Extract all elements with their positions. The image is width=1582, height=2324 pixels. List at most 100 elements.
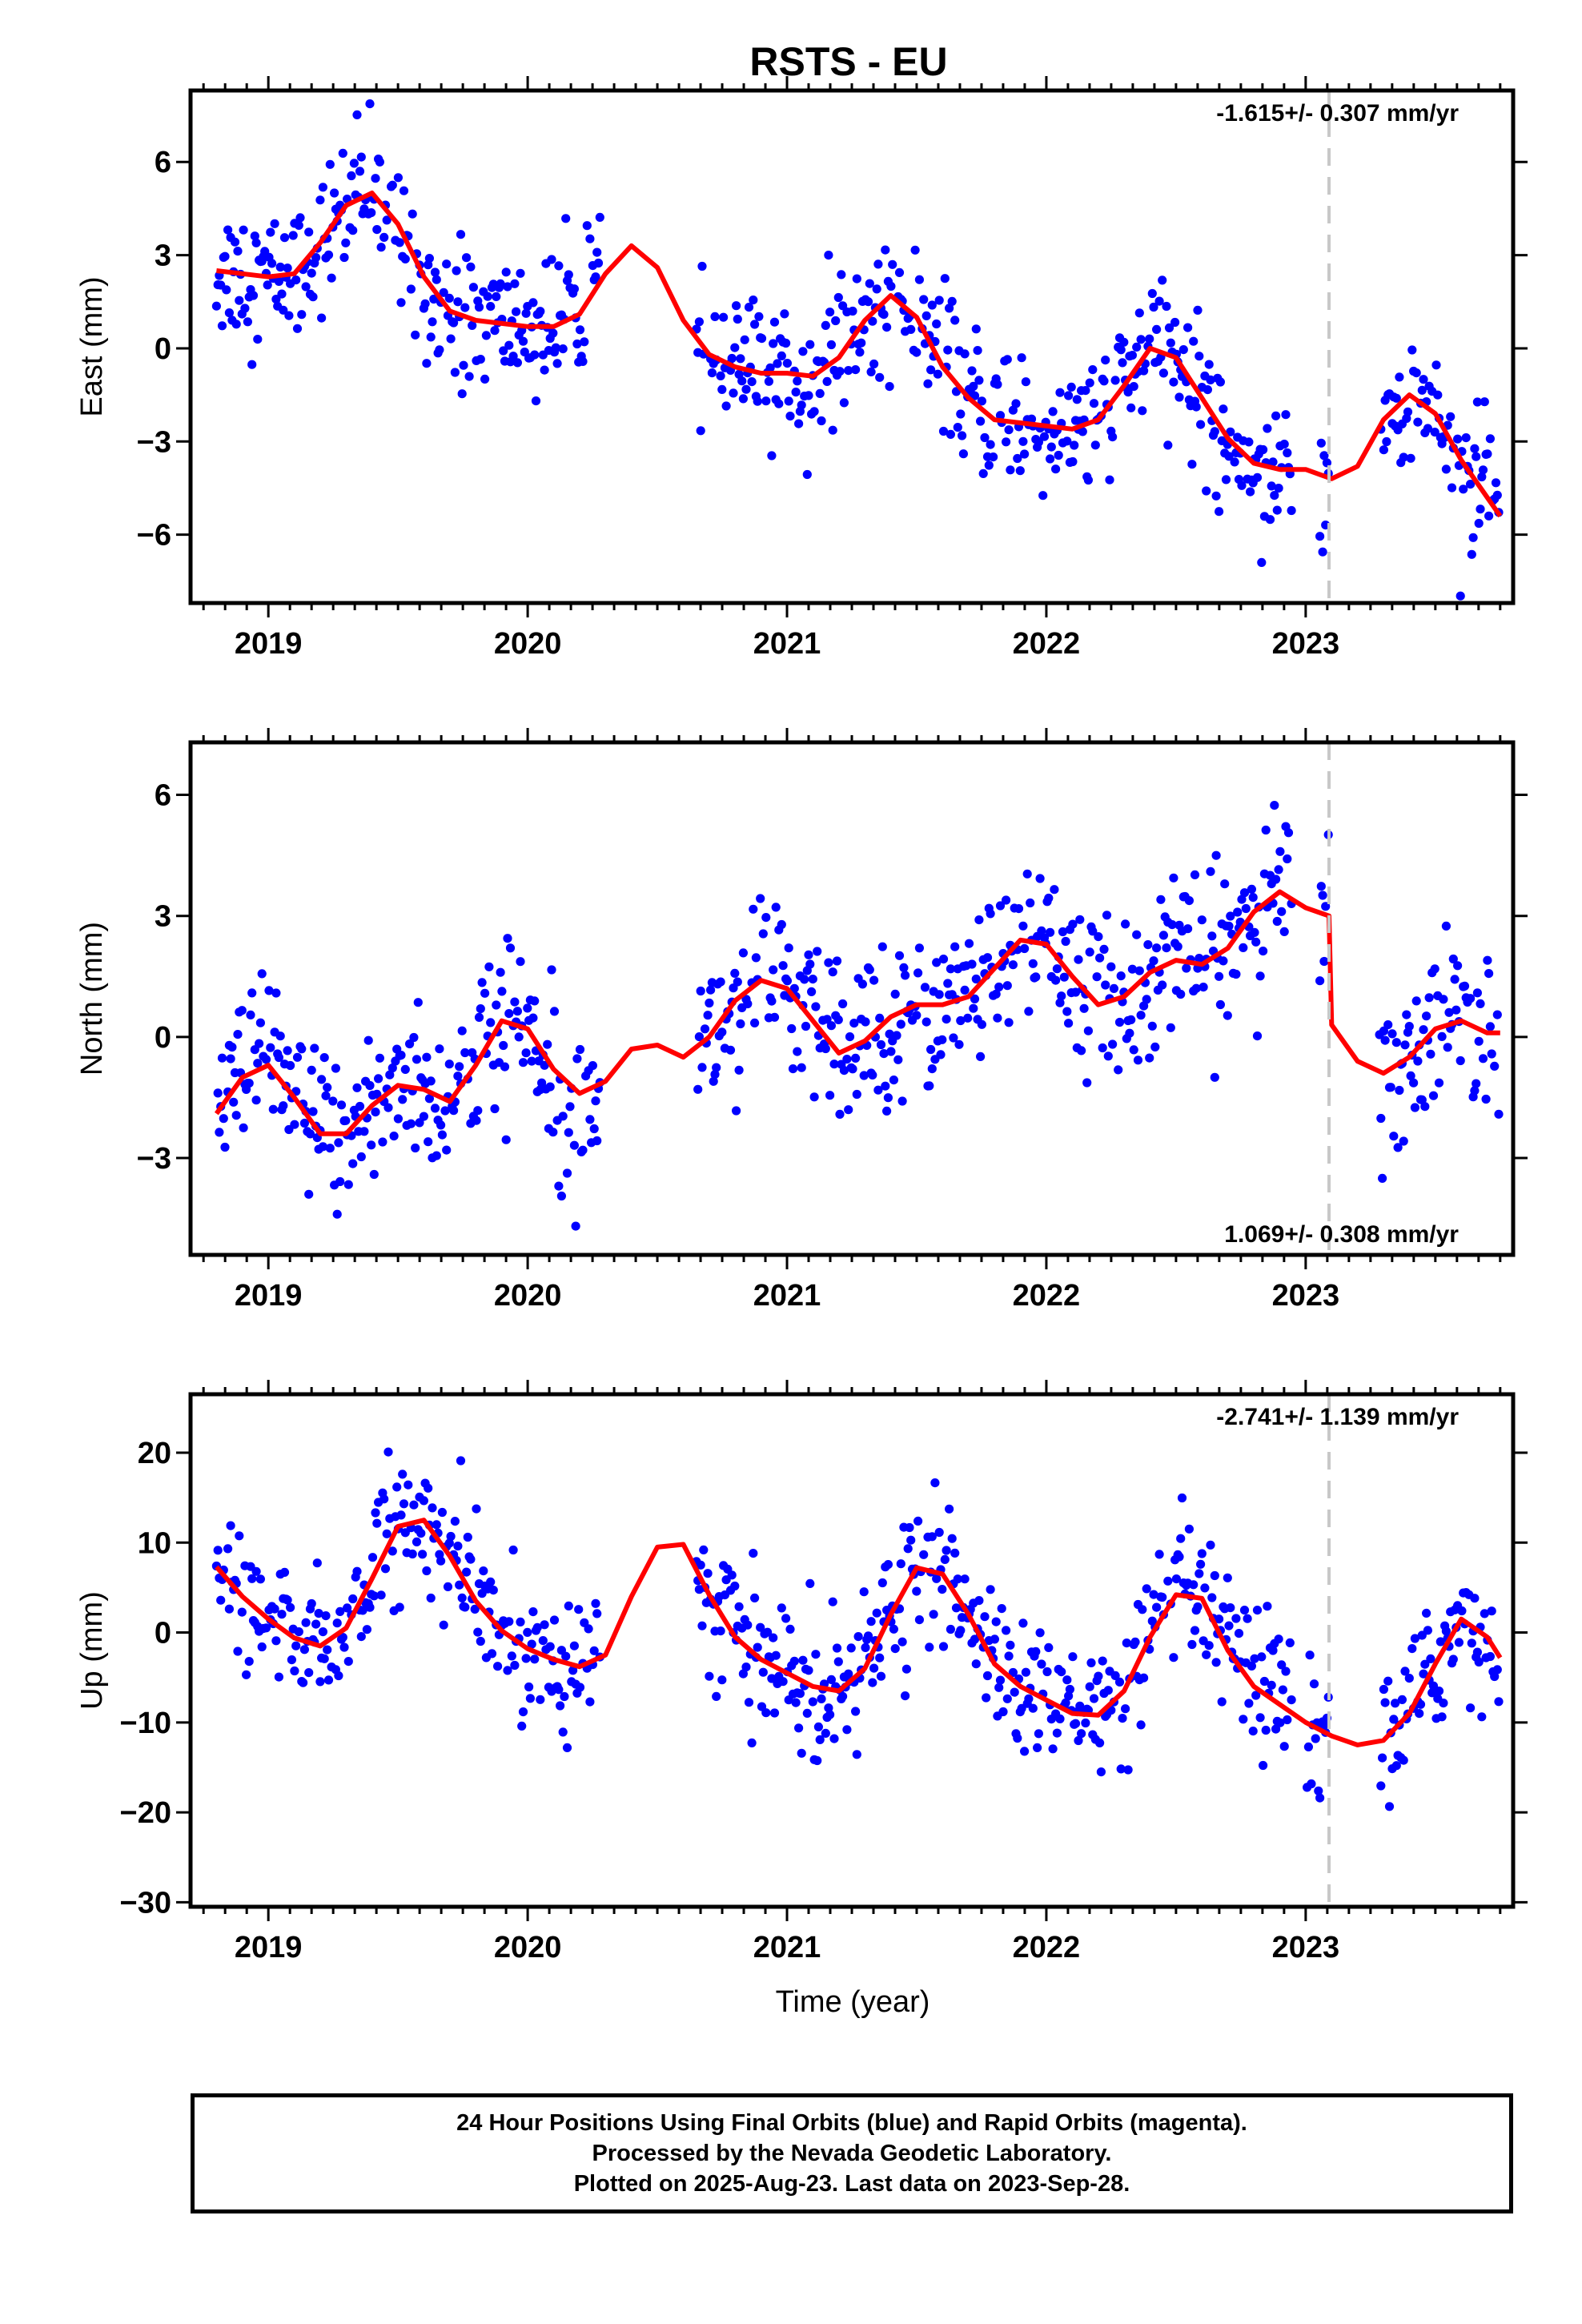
data-point xyxy=(356,1632,366,1642)
data-point xyxy=(453,1072,463,1081)
data-point xyxy=(1460,981,1470,991)
data-point xyxy=(1411,996,1421,1006)
data-point xyxy=(797,1748,806,1758)
data-point xyxy=(1384,1802,1395,1811)
data-point xyxy=(516,957,525,967)
data-point xyxy=(1275,846,1285,856)
data-point xyxy=(947,296,957,306)
data-point xyxy=(1274,484,1283,493)
data-point xyxy=(1428,1091,1439,1100)
data-point xyxy=(503,282,512,292)
data-point xyxy=(1017,353,1026,363)
data-point xyxy=(791,388,801,397)
data-point xyxy=(1136,335,1146,344)
data-point xyxy=(1382,436,1391,447)
data-point xyxy=(592,1136,602,1146)
data-point xyxy=(958,431,967,440)
data-point xyxy=(1472,988,1482,998)
data-point xyxy=(1114,1017,1125,1027)
data-point xyxy=(1050,885,1059,895)
data-point xyxy=(1152,1602,1162,1612)
data-point xyxy=(1062,1675,1072,1685)
data-point xyxy=(771,903,781,912)
data-point xyxy=(989,452,998,462)
data-point xyxy=(1397,1695,1407,1704)
plot-area xyxy=(211,1394,1504,1907)
data-point xyxy=(914,1615,924,1625)
data-point xyxy=(896,1019,905,1029)
data-point xyxy=(1277,907,1287,916)
data-point xyxy=(580,337,589,347)
data-point xyxy=(925,1642,934,1652)
data-point xyxy=(220,1142,230,1152)
data-point xyxy=(1094,1671,1103,1681)
data-point xyxy=(1415,1709,1424,1719)
data-point xyxy=(327,273,336,283)
data-point xyxy=(1074,1735,1083,1746)
data-point xyxy=(785,412,795,421)
data-point xyxy=(255,1039,264,1048)
data-point xyxy=(1226,911,1235,921)
data-point xyxy=(1268,1646,1278,1655)
data-point xyxy=(473,1627,483,1637)
data-point xyxy=(1075,1701,1085,1711)
data-point xyxy=(369,1591,379,1601)
x-tick-label: 2022 xyxy=(1013,627,1081,661)
data-point xyxy=(801,1021,811,1031)
data-point xyxy=(446,1531,456,1542)
data-point xyxy=(1116,971,1126,981)
data-point xyxy=(233,247,243,256)
data-point xyxy=(1149,1590,1158,1599)
data-point xyxy=(1484,969,1494,979)
data-point xyxy=(1480,397,1489,407)
data-point xyxy=(512,1007,523,1016)
data-point xyxy=(365,1602,375,1612)
data-point xyxy=(283,1595,292,1605)
data-point xyxy=(1467,549,1476,559)
data-point xyxy=(1379,445,1388,455)
data-point xyxy=(740,335,749,344)
data-point xyxy=(1447,483,1457,493)
data-point xyxy=(339,1642,349,1652)
data-point xyxy=(835,1109,845,1119)
data-point xyxy=(1158,980,1167,990)
data-point xyxy=(496,967,505,977)
data-point xyxy=(279,233,290,243)
data-point xyxy=(926,1044,936,1055)
data-point xyxy=(730,968,740,978)
data-point xyxy=(780,309,789,319)
data-point xyxy=(492,292,501,301)
data-point xyxy=(696,1560,705,1570)
data-point xyxy=(1079,1003,1089,1013)
data-point xyxy=(1395,372,1404,382)
data-point xyxy=(1004,1018,1014,1027)
data-point xyxy=(1467,1638,1476,1648)
data-point xyxy=(1037,1659,1046,1669)
data-point xyxy=(1163,1576,1173,1586)
data-point xyxy=(956,1626,966,1635)
data-point xyxy=(271,1636,281,1646)
data-point xyxy=(1174,1552,1184,1562)
data-point xyxy=(749,904,758,914)
data-point xyxy=(564,1128,573,1137)
data-point xyxy=(1244,437,1254,447)
data-point xyxy=(1257,557,1267,568)
data-point xyxy=(430,1104,440,1113)
data-point xyxy=(1052,964,1062,974)
data-point xyxy=(449,1106,459,1116)
data-point xyxy=(561,214,571,223)
data-point xyxy=(371,1108,380,1117)
data-point xyxy=(743,999,753,1009)
data-point xyxy=(866,367,876,376)
data-points xyxy=(211,1447,1504,1811)
data-point xyxy=(294,1627,303,1637)
data-point xyxy=(279,1567,290,1577)
data-point xyxy=(1248,1727,1258,1736)
data-point xyxy=(317,313,327,323)
data-point xyxy=(893,1055,903,1064)
data-point xyxy=(863,297,873,307)
data-point xyxy=(758,1667,768,1677)
data-point xyxy=(510,1660,520,1671)
data-point xyxy=(910,245,920,255)
